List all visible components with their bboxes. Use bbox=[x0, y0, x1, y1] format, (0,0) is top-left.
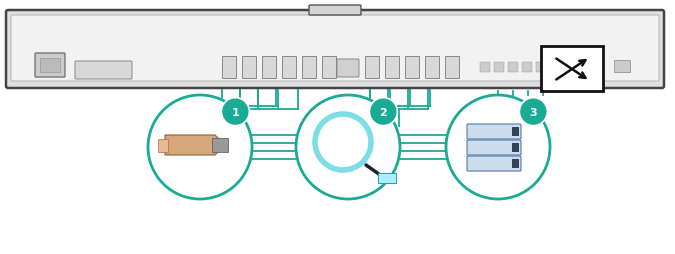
Bar bbox=[536, 63, 546, 73]
Text: 2: 2 bbox=[379, 107, 387, 117]
Circle shape bbox=[369, 98, 398, 126]
Bar bbox=[512, 128, 519, 136]
Text: 1: 1 bbox=[232, 107, 239, 117]
Polygon shape bbox=[158, 139, 168, 152]
Polygon shape bbox=[165, 135, 225, 155]
Bar bbox=[512, 159, 519, 168]
FancyBboxPatch shape bbox=[6, 11, 664, 89]
Bar bbox=[282, 57, 296, 79]
Bar bbox=[405, 57, 419, 79]
FancyBboxPatch shape bbox=[11, 16, 659, 82]
Bar bbox=[385, 57, 399, 79]
Bar bbox=[378, 173, 396, 183]
Circle shape bbox=[296, 96, 400, 199]
FancyBboxPatch shape bbox=[309, 6, 361, 16]
Bar bbox=[550, 63, 560, 73]
FancyBboxPatch shape bbox=[467, 156, 521, 171]
Bar bbox=[614, 61, 630, 73]
Circle shape bbox=[446, 96, 550, 199]
FancyBboxPatch shape bbox=[35, 54, 65, 78]
FancyBboxPatch shape bbox=[75, 62, 132, 80]
Text: 3: 3 bbox=[530, 107, 537, 117]
Bar bbox=[512, 144, 519, 152]
Bar bbox=[425, 57, 439, 79]
Circle shape bbox=[221, 98, 249, 126]
Bar bbox=[592, 63, 602, 73]
Bar bbox=[242, 57, 256, 79]
FancyBboxPatch shape bbox=[467, 140, 521, 155]
Bar bbox=[222, 57, 236, 79]
Bar bbox=[365, 57, 379, 79]
Bar bbox=[445, 57, 459, 79]
Bar bbox=[494, 63, 504, 73]
Circle shape bbox=[148, 96, 252, 199]
Bar bbox=[40, 59, 60, 73]
Bar bbox=[322, 57, 336, 79]
Bar bbox=[522, 63, 532, 73]
Bar bbox=[302, 57, 316, 79]
FancyBboxPatch shape bbox=[467, 124, 521, 139]
Bar bbox=[578, 63, 588, 73]
Bar bbox=[262, 57, 276, 79]
Bar bbox=[541, 47, 603, 92]
Circle shape bbox=[519, 98, 547, 126]
FancyBboxPatch shape bbox=[337, 60, 359, 78]
Bar bbox=[212, 138, 228, 152]
Bar bbox=[480, 63, 490, 73]
Bar bbox=[508, 63, 518, 73]
Bar bbox=[564, 63, 574, 73]
